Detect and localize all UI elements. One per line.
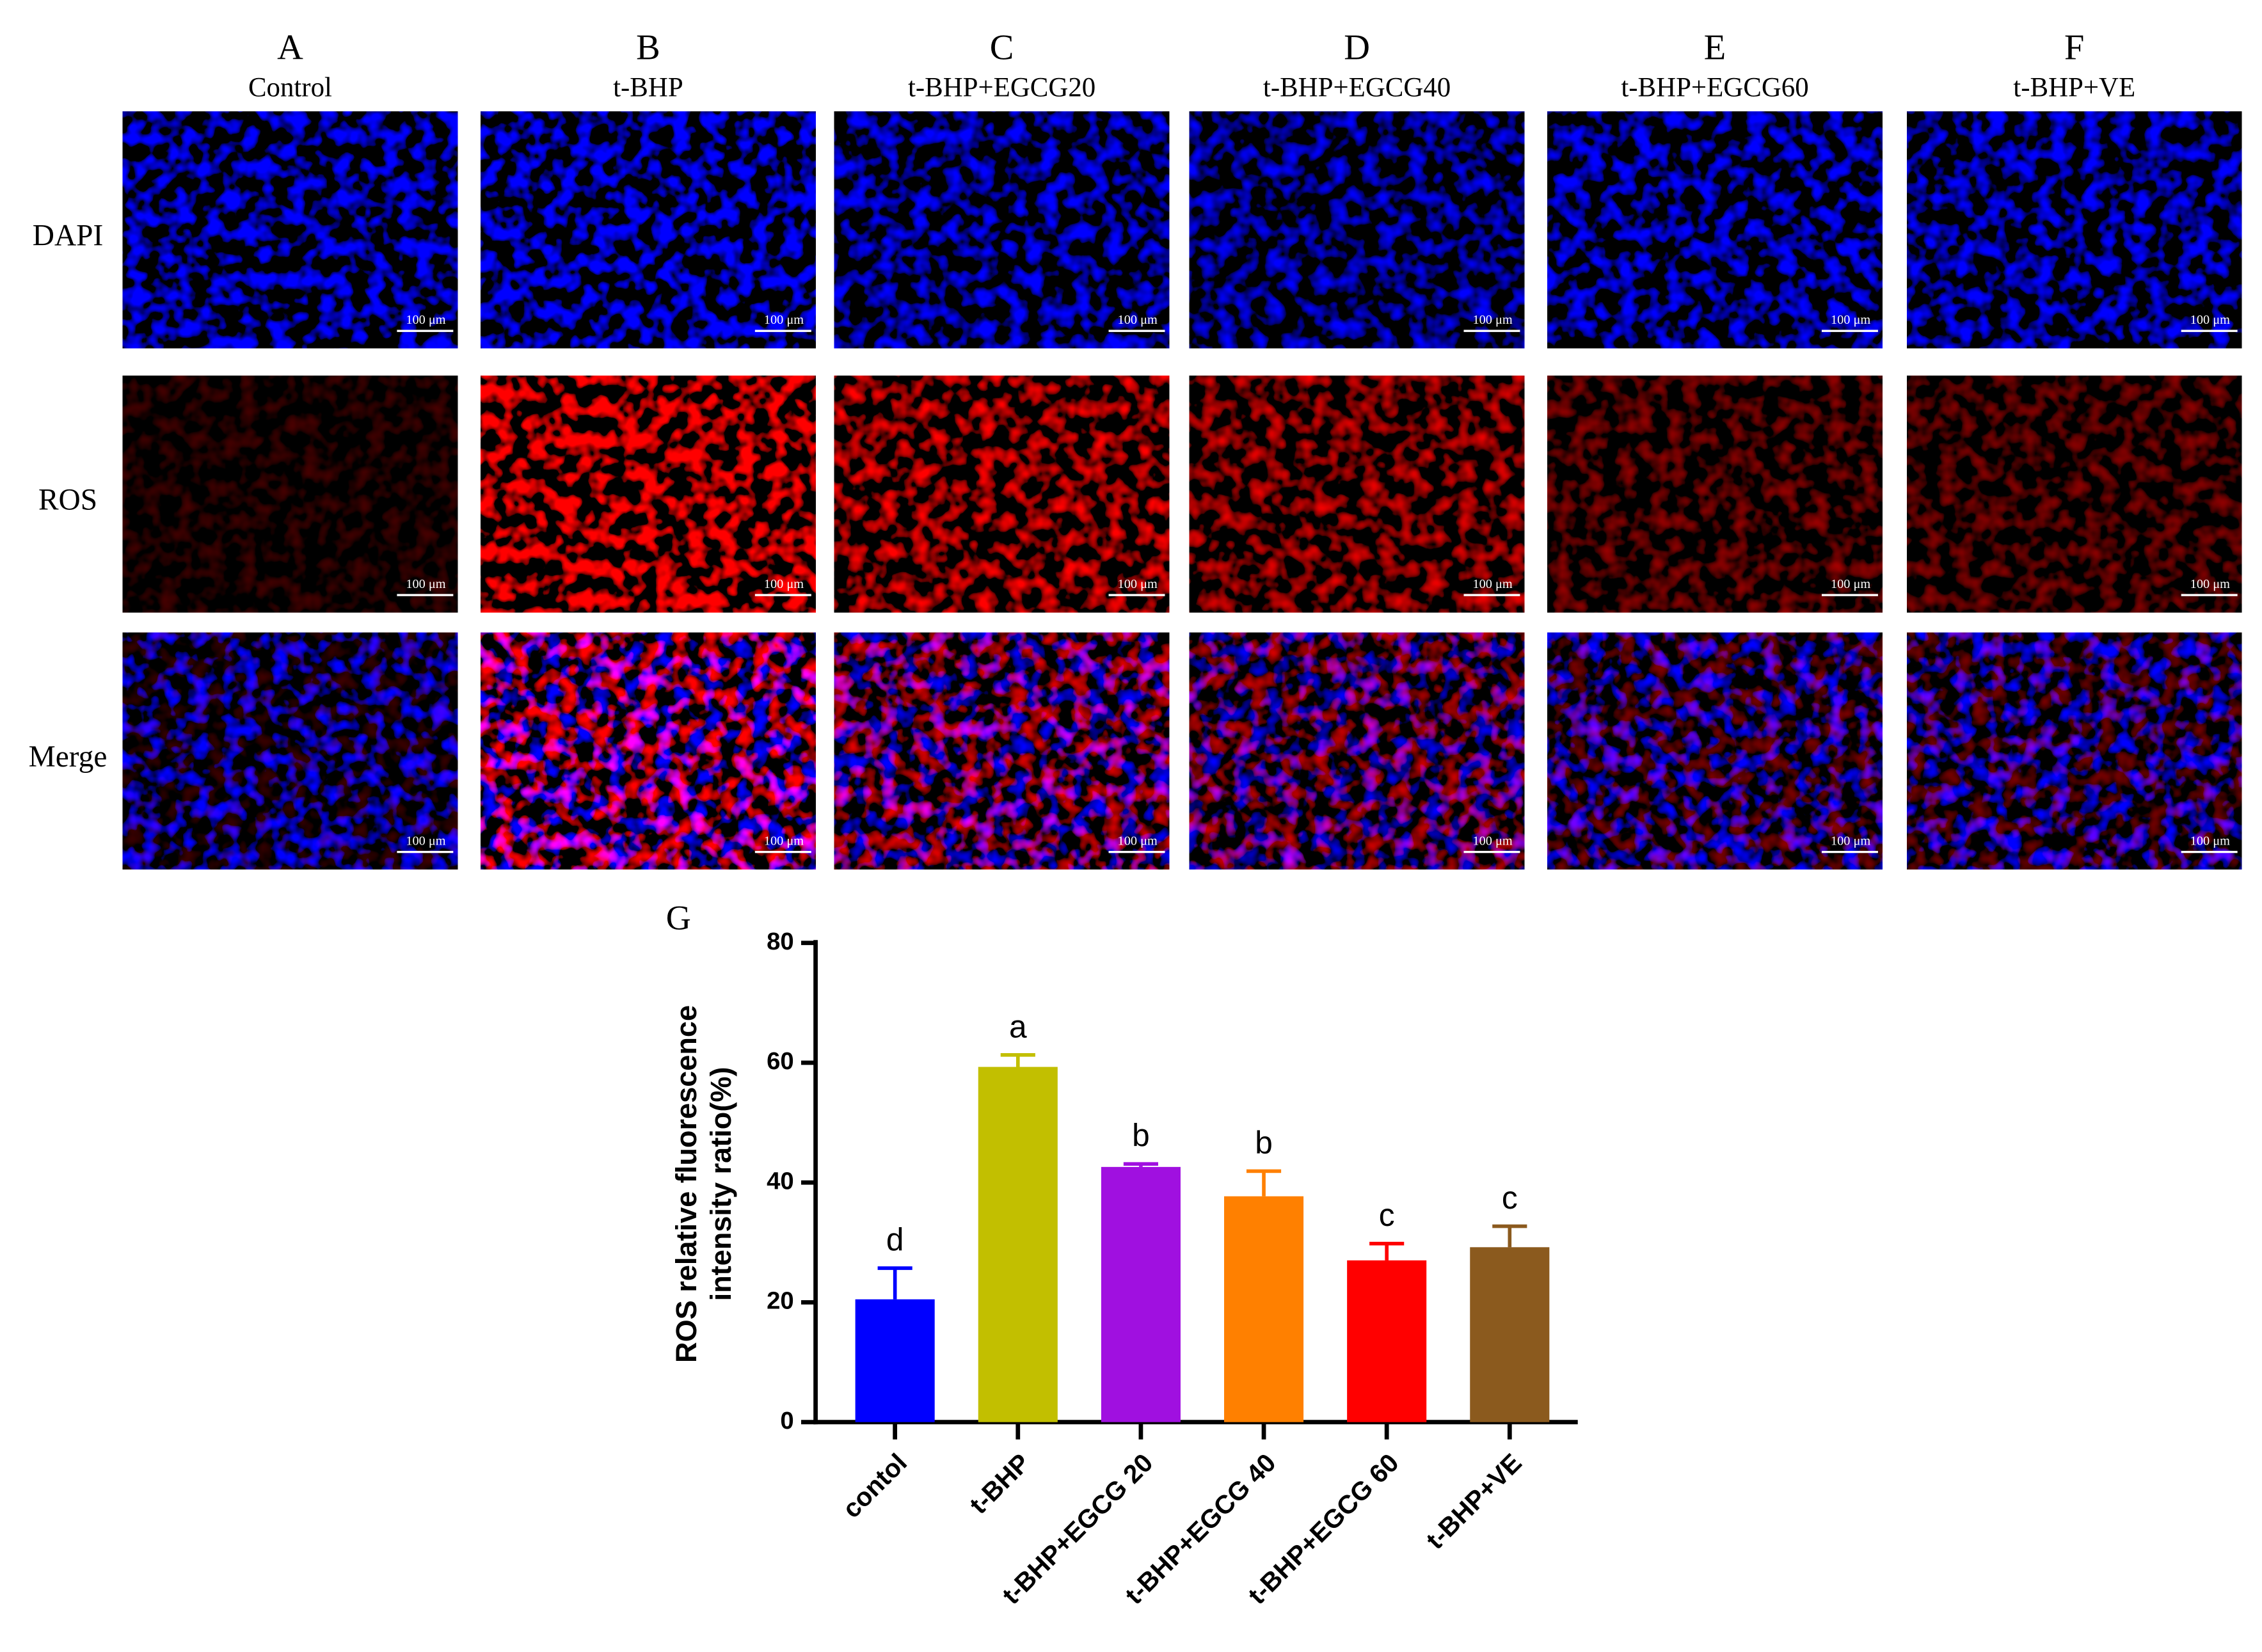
column-letter: A [277, 28, 303, 68]
micrograph [834, 111, 1170, 349]
bar [1470, 1247, 1550, 1422]
scale-bar-label: 100 μm [406, 313, 445, 327]
x-tick-label: t-BHP [964, 1448, 1035, 1520]
scale-bar-label: 100 μm [406, 577, 445, 591]
micrograph [1189, 376, 1525, 613]
scale-bar-label: 100 μm [1473, 577, 1513, 591]
micrograph [1907, 376, 2242, 613]
column-label: Control [248, 72, 332, 102]
scale-bar-label: 100 μm [764, 577, 804, 591]
micrograph [481, 111, 816, 349]
micrograph [122, 111, 458, 349]
row-label: DAPI [33, 219, 104, 253]
micrograph [1907, 111, 2242, 349]
bar [1347, 1260, 1427, 1422]
scale-bar-label: 100 μm [2190, 834, 2230, 848]
scale-bar-label: 100 μm [2190, 577, 2230, 591]
significance-letter: b [1132, 1118, 1150, 1154]
x-tick-label: contol [837, 1448, 913, 1524]
column-letter: F [2064, 28, 2084, 68]
micrograph [1189, 632, 1525, 870]
scale-bar-label: 100 μm [1473, 313, 1513, 327]
micrograph [1547, 111, 1883, 349]
significance-letter: c [1502, 1180, 1518, 1216]
scale-bar-label: 100 μm [1118, 313, 1158, 327]
column-label: t-BHP+EGCG60 [1621, 72, 1808, 102]
scale-bar-label: 100 μm [406, 834, 445, 848]
significance-letter: c [1379, 1197, 1395, 1233]
y-tick-label: 80 [767, 928, 794, 955]
micrograph [122, 632, 458, 870]
scale-bar-label: 100 μm [1831, 313, 1870, 327]
scale-bar-label: 100 μm [1831, 834, 1870, 848]
micrograph [1547, 632, 1883, 870]
row-label: Merge [29, 740, 108, 774]
micrograph [1547, 376, 1883, 613]
y-tick-label: 40 [767, 1167, 794, 1195]
scale-bar-label: 100 μm [764, 313, 804, 327]
bar [1224, 1196, 1304, 1422]
column-letter: C [990, 28, 1014, 68]
y-tick-label: 20 [767, 1287, 794, 1315]
micrograph [481, 376, 816, 613]
panel-label: G [666, 898, 691, 937]
micrograph [1907, 632, 2242, 870]
y-axis-label: intensity ratio(%) [705, 1067, 737, 1301]
scale-bar-label: 100 μm [1473, 834, 1513, 848]
column-label: t-BHP+EGCG40 [1263, 72, 1451, 102]
y-axis-label: ROS relative fluorescence [670, 1005, 703, 1363]
significance-letter: b [1255, 1125, 1273, 1161]
bar [855, 1299, 935, 1422]
micrograph [1189, 111, 1525, 349]
y-tick-label: 60 [767, 1047, 794, 1075]
column-letter: D [1344, 28, 1370, 68]
micrograph [481, 632, 816, 870]
scale-bar-label: 100 μm [1831, 577, 1870, 591]
micrograph [834, 376, 1170, 613]
scale-bar-label: 100 μm [764, 834, 804, 848]
scale-bar-label: 100 μm [1118, 577, 1158, 591]
bar [978, 1067, 1058, 1422]
significance-letter: a [1009, 1008, 1027, 1044]
row-label: ROS [38, 484, 97, 517]
column-label: t-BHP+EGCG20 [908, 72, 1095, 102]
bar [1101, 1166, 1181, 1422]
column-letter: E [1704, 28, 1726, 68]
micrograph [122, 376, 458, 613]
micrograph [834, 632, 1170, 870]
significance-letter: d [886, 1222, 904, 1258]
column-label: t-BHP [613, 72, 683, 102]
column-letter: B [636, 28, 660, 68]
scale-bar-label: 100 μm [2190, 313, 2230, 327]
scale-bar-label: 100 μm [1118, 834, 1158, 848]
column-label: t-BHP+VE [2013, 72, 2135, 102]
x-tick-label: t-BHP+VE [1420, 1448, 1527, 1555]
y-tick-label: 0 [780, 1407, 793, 1434]
